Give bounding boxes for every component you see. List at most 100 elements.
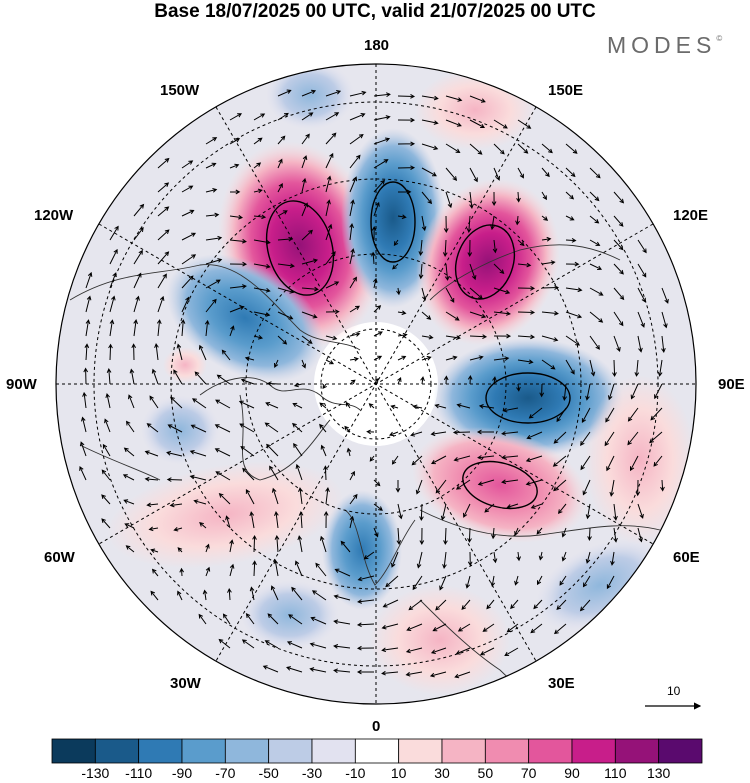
wind-arrow	[445, 119, 462, 127]
wind-arrow	[301, 155, 308, 169]
wind-arrow	[349, 223, 354, 241]
wind-arrow	[242, 467, 255, 481]
meridian-120e-60w	[98, 223, 654, 545]
wind-arrow	[225, 515, 231, 529]
wind-arrow	[501, 454, 519, 460]
map-title: Base 18/07/2025 00 UTC, valid 21/07/2025…	[154, 1, 596, 22]
wind-arrow	[333, 644, 351, 649]
wind-arrow	[277, 236, 294, 242]
wind-arrow	[166, 450, 183, 457]
wind-arrow	[585, 383, 591, 401]
wind-arrow	[199, 522, 207, 529]
wind-arrow	[541, 167, 550, 178]
wind-arrow	[128, 394, 135, 409]
wind-arrow	[415, 479, 423, 495]
wind-arrow	[552, 455, 567, 467]
wind-arrow	[181, 275, 194, 289]
wind-arrow	[541, 285, 560, 290]
wind-arrow	[561, 551, 567, 562]
wind-arrow	[357, 575, 375, 582]
wind-arrow	[469, 167, 478, 183]
wind-arrow	[396, 527, 402, 546]
wind-arrow	[149, 395, 159, 409]
wind-arrow	[180, 319, 186, 337]
wind-arrow	[661, 335, 666, 353]
wind-arrow	[405, 671, 423, 677]
wind-arrow	[477, 455, 495, 460]
wind-arrow	[561, 527, 567, 538]
wind-arrow	[430, 647, 447, 654]
wind-arrow	[589, 287, 604, 296]
wind-arrow	[109, 319, 115, 337]
longitude-label-150e: 150E	[548, 82, 584, 99]
wind-arrow	[541, 359, 556, 370]
wind-arrow	[124, 523, 135, 529]
wind-arrow	[443, 527, 448, 546]
wind-arrow	[157, 229, 170, 241]
wind-arrow	[637, 263, 647, 278]
wind-arrow	[482, 623, 495, 632]
wind-arrow	[493, 287, 511, 295]
wind-arrow	[253, 188, 263, 194]
wind-arrow	[479, 647, 495, 656]
longitude-label-90w: 90W	[6, 376, 37, 393]
wind-arrow	[469, 95, 486, 103]
wind-arrow	[390, 404, 399, 410]
wind-arrow	[349, 356, 359, 362]
wind-arrow	[205, 162, 217, 169]
wind-arrow	[493, 143, 505, 155]
wind-arrow	[253, 287, 271, 293]
wind-arrow	[381, 623, 399, 630]
wind-arrow	[133, 227, 144, 241]
wind-arrow	[205, 298, 217, 313]
wind-arrow	[517, 262, 532, 268]
wind-arrow	[277, 311, 294, 320]
wind-arrow	[396, 287, 401, 296]
wind-arrow	[366, 429, 375, 435]
wind-arrow	[301, 286, 319, 292]
wind-arrow	[85, 271, 93, 289]
wind-arrow	[606, 455, 615, 472]
wind-arrow	[345, 401, 351, 409]
contour-trough-siberia	[485, 372, 571, 424]
wind-arrow	[274, 511, 279, 529]
wind-arrow	[443, 215, 449, 234]
wind-arrow	[580, 455, 591, 471]
wind-arrow	[541, 215, 549, 221]
wind-arrow	[325, 487, 330, 505]
wind-arrow	[215, 471, 231, 481]
wind-arrow	[405, 647, 423, 654]
wind-arrow	[181, 185, 194, 193]
wind-arrow	[391, 455, 399, 465]
wind-arrow	[466, 215, 472, 234]
wind-arrow	[421, 143, 439, 150]
wind-arrow	[109, 272, 117, 289]
wind-arrow	[581, 407, 591, 424]
wind-arrow	[205, 235, 223, 241]
colorbar-tick-label: -90	[171, 765, 193, 781]
wind-arrow	[469, 143, 483, 155]
wind-arrow	[356, 645, 375, 651]
anomaly-trough-nw-canada	[166, 254, 324, 382]
wind-arrow	[554, 623, 567, 635]
wind-arrow	[539, 383, 545, 398]
wind-arrow	[589, 167, 601, 179]
wind-arrow	[469, 311, 487, 319]
wind-arrow	[214, 424, 231, 433]
wind-arrow	[456, 403, 471, 409]
wind-arrow	[634, 359, 640, 377]
wind-arrow	[320, 444, 327, 457]
wind-arrow	[267, 613, 279, 625]
wind-arrow	[627, 431, 639, 446]
wind-arrow	[253, 311, 271, 317]
modes-logo-text: MODES	[607, 32, 717, 58]
wind-arrow	[517, 119, 532, 129]
wind-arrow	[412, 575, 423, 591]
wind-arrow	[325, 359, 335, 365]
wind-arrow	[301, 335, 313, 344]
wind-arrow	[264, 640, 279, 649]
wind-arrow	[411, 455, 423, 466]
wind-arrow	[150, 590, 159, 601]
wind-arrow	[291, 586, 303, 601]
wind-arrow	[419, 527, 425, 546]
